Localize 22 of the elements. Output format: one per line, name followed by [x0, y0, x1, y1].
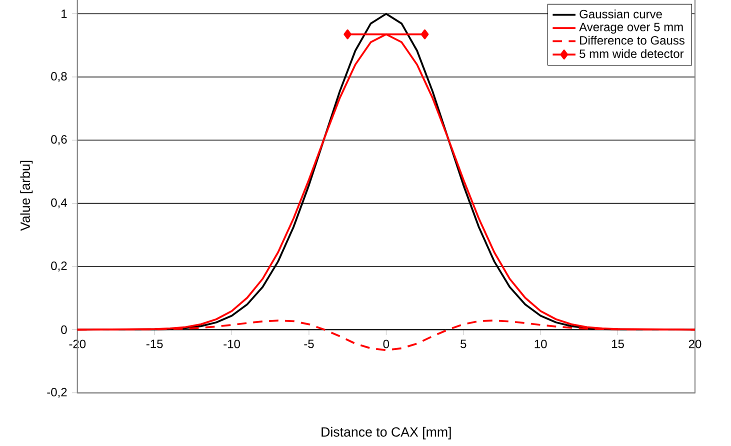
x-axis-title: Distance to CAX [mm]	[322, 426, 451, 440]
y-tick-label: 1	[62, 10, 67, 18]
y-tick-label: -0,2	[47, 388, 67, 398]
legend-label: Average over 5 mm	[579, 22, 683, 34]
x-tick-label: 10	[534, 340, 547, 348]
y-axis-title: Value [arbu]	[20, 160, 33, 231]
x-tick-label: -5	[304, 340, 314, 348]
x-tick-label: 5	[460, 340, 466, 348]
x-tick-label: -15	[146, 340, 163, 348]
y-tick-label: 0,6	[51, 135, 67, 145]
y-tick-label: 0,4	[51, 198, 67, 208]
y-tick-label: 0	[61, 325, 67, 334]
legend-label: Difference to Gauss	[580, 36, 685, 45]
x-tick-label: 0	[383, 340, 390, 348]
x-tick-label: 15	[612, 340, 624, 348]
x-tick-label: -10	[224, 340, 240, 348]
legend-label: 5 mm wide detector	[580, 49, 684, 58]
y-tick-label: 0,2	[51, 261, 67, 272]
x-tick-label: -20	[69, 340, 86, 348]
y-tick-label: 0,8	[51, 72, 67, 82]
legend-label: Gaussian curve	[580, 9, 662, 18]
x-tick-label: 20	[688, 340, 702, 348]
